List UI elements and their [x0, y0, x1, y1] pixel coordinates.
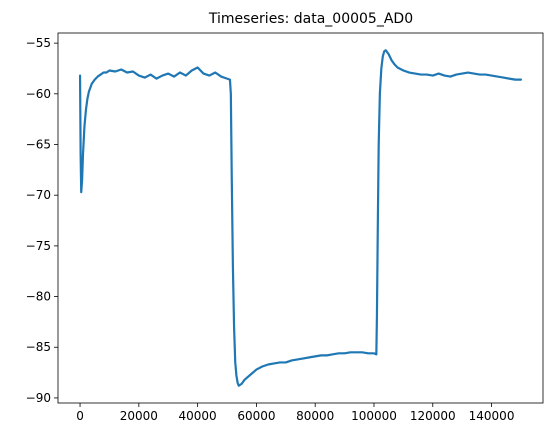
- series-line: [78, 49, 523, 387]
- y-tick-label: −90: [26, 391, 51, 405]
- y-axis: −55 −60 −65 −70 −75 −80 −85 −90: [26, 36, 58, 405]
- x-tick-label: 20000: [120, 409, 158, 423]
- y-tick-label: −55: [26, 36, 51, 50]
- y-tick-label: −85: [26, 340, 51, 354]
- y-tick-label: −65: [26, 138, 51, 152]
- chart-title: Timeseries: data_00005_AD0: [208, 11, 413, 27]
- x-tick-label: 40000: [179, 409, 217, 423]
- x-tick-label: 0: [76, 409, 84, 423]
- x-tick-label: 140000: [469, 409, 515, 423]
- x-tick-label: 80000: [296, 409, 334, 423]
- axes-frame: [57, 32, 544, 404]
- x-tick-label: 100000: [351, 409, 397, 423]
- x-axis: 0 20000 40000 60000 80000 100000 120000 140000: [76, 403, 514, 423]
- x-tick-label: 60000: [237, 409, 275, 423]
- y-tick-label: −60: [26, 87, 51, 101]
- plot-area: [78, 49, 523, 387]
- y-tick-label: −75: [26, 239, 51, 253]
- y-tick-label: −80: [26, 290, 51, 304]
- x-tick-label: 120000: [410, 409, 456, 423]
- y-tick-label: −70: [26, 188, 51, 202]
